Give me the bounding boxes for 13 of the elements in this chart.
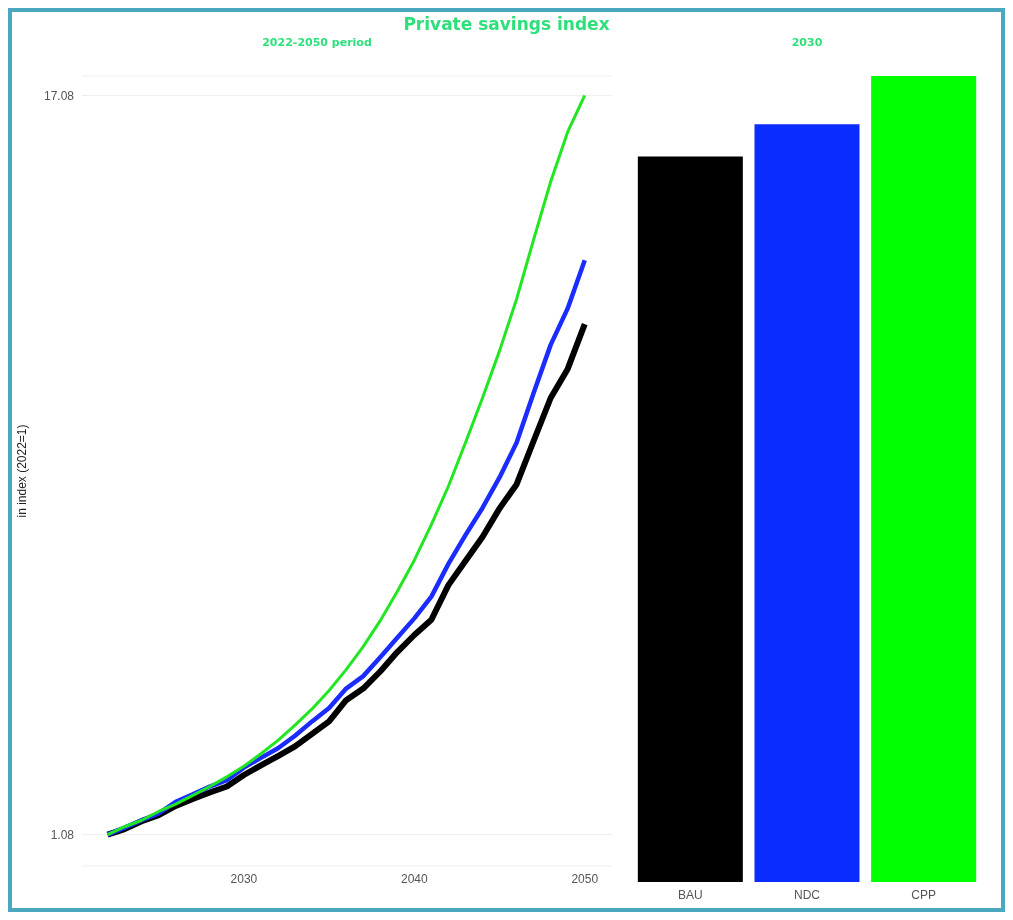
line-series <box>106 93 587 837</box>
x-tick-label: NDC <box>794 887 821 902</box>
y-tick-label: 17.08 <box>43 88 75 103</box>
chart-title: 2030 <box>790 36 824 51</box>
chart-title: Private savings index <box>402 14 611 34</box>
x-tick-label: CPP <box>911 887 937 902</box>
y-tick-label: 1.08 <box>50 827 75 842</box>
x-tick-label: 2050 <box>571 871 599 886</box>
x-tick-label: 2030 <box>230 871 258 886</box>
y-axis-title: in index (2022=1) <box>15 424 30 518</box>
chart-subtitle: 2022-2050 period <box>261 36 373 51</box>
x-tick-label: BAU <box>677 887 703 902</box>
x-tick-label: 2040 <box>400 871 428 886</box>
